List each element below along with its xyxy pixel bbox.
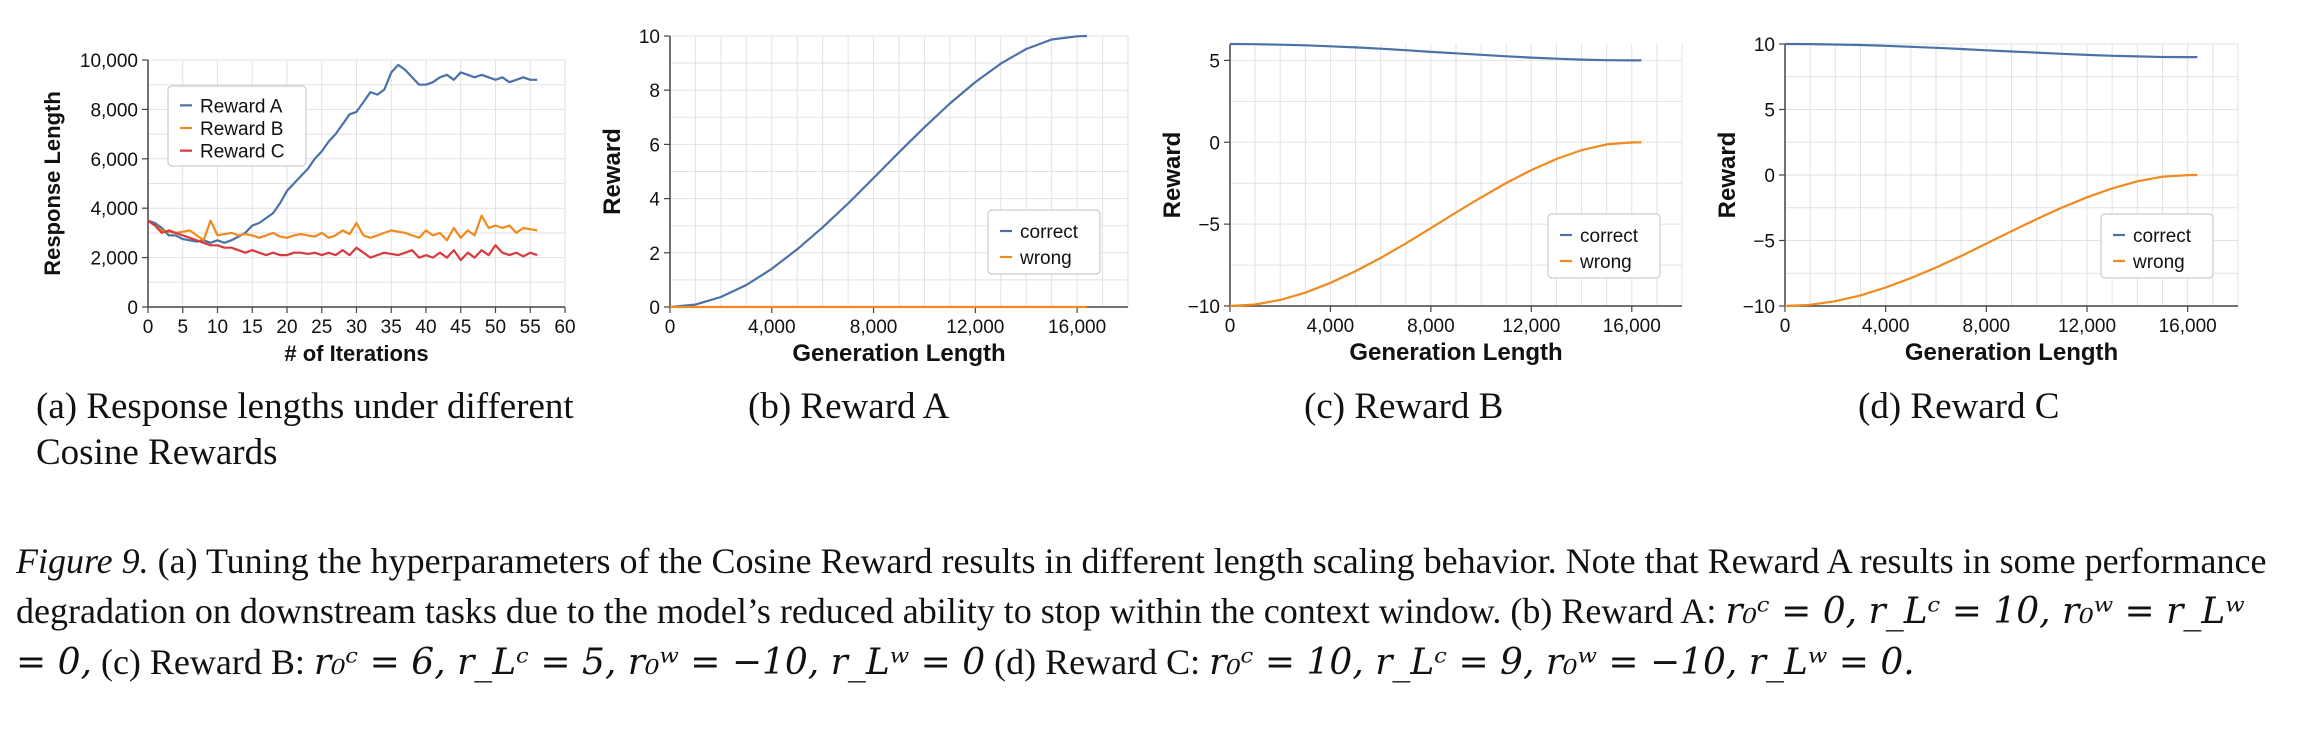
y-tick-label: 4,000 bbox=[90, 199, 138, 220]
subcaption-a: (a) Response lengths under different Cos… bbox=[36, 386, 574, 473]
y-tick-label: 5 bbox=[1764, 101, 1775, 122]
subcaption-d: (d) Reward C bbox=[1858, 386, 2060, 427]
series-line-reward-b bbox=[147, 214, 538, 242]
chart-b: 0 4,000 8,000 12,000 16,000 0 2 4 6 8 10 Generation… bbox=[599, 27, 1129, 367]
x-tick-label: 16,000 bbox=[1048, 317, 1106, 338]
legend-label: correct bbox=[1020, 222, 1079, 243]
caption-text-2: (c) Reward B: bbox=[91, 642, 314, 682]
series-line-wrong bbox=[1784, 173, 2198, 308]
x-tick-label: 4,000 bbox=[748, 317, 796, 338]
y-tick-label: 0 bbox=[649, 298, 660, 319]
x-axis-label: Generation Length bbox=[792, 340, 1005, 367]
legend-label: correct bbox=[2133, 226, 2192, 247]
x-tick-label: 20 bbox=[276, 317, 297, 338]
x-tick-label: 0 bbox=[143, 317, 154, 338]
legend-box bbox=[2100, 213, 2214, 279]
x-tick-label: 0 bbox=[1225, 316, 1236, 337]
legend-label: Reward C bbox=[200, 142, 284, 163]
x-tick-label: 40 bbox=[415, 317, 436, 338]
x-tick-label: 8,000 bbox=[1963, 316, 2011, 337]
legend: correct wrong bbox=[1547, 213, 1661, 279]
subcaption-c: (c) Reward B bbox=[1304, 386, 1504, 427]
y-tick-label: 10 bbox=[639, 27, 660, 48]
y-tick-label: 2 bbox=[649, 244, 660, 265]
x-tick-label: 16,000 bbox=[1603, 316, 1661, 337]
y-tick-label: 6 bbox=[649, 135, 660, 156]
x-tick-label: 5 bbox=[177, 317, 188, 338]
series-line-correct bbox=[669, 34, 1087, 309]
legend-box bbox=[987, 209, 1101, 275]
x-tick-label: 35 bbox=[381, 317, 402, 338]
y-tick-label: 8,000 bbox=[90, 100, 138, 121]
x-tick-label: 45 bbox=[450, 317, 471, 338]
y-tick-label: 4 bbox=[649, 190, 660, 211]
chart-c: 0 4,000 8,000 12,000 16,000 −10 −5 0 5 Generation… bbox=[1159, 42, 1683, 366]
caption-text-3: (d) Reward C: bbox=[985, 642, 1210, 682]
y-tick-label: −10 bbox=[1743, 297, 1775, 318]
x-tick-label: 8,000 bbox=[850, 317, 898, 338]
y-tick-label: 10 bbox=[1754, 35, 1775, 56]
x-tick-label: 8,000 bbox=[1407, 316, 1455, 337]
series-line-wrong bbox=[1229, 141, 1642, 308]
y-axis-label: Reward bbox=[1159, 132, 1186, 219]
legend-box bbox=[167, 85, 307, 167]
y-axis-label: Response Length bbox=[40, 91, 65, 276]
figure-caption: Figure 9. (a) Tuning the hyperparameters… bbox=[16, 536, 2286, 688]
series-line-correct bbox=[1229, 42, 1642, 62]
x-axis-label: Generation Length bbox=[1905, 339, 2118, 366]
y-tick-label: 2,000 bbox=[90, 249, 138, 270]
legend: correct wrong bbox=[987, 209, 1101, 275]
legend-label: Reward B bbox=[200, 119, 283, 140]
x-axis-label: # of Iterations bbox=[284, 341, 428, 366]
y-axis-label: Reward bbox=[599, 128, 626, 215]
y-tick-label: 5 bbox=[1209, 51, 1220, 72]
x-axis-label: Generation Length bbox=[1349, 339, 1562, 366]
x-tick-label: 12,000 bbox=[2058, 316, 2116, 337]
series-line-correct bbox=[1784, 42, 2198, 59]
legend-box bbox=[1547, 213, 1661, 279]
x-tick-label: 25 bbox=[311, 317, 332, 338]
x-tick-label: 15 bbox=[242, 317, 263, 338]
legend-label: wrong bbox=[1019, 248, 1072, 269]
x-tick-label: 12,000 bbox=[1502, 316, 1560, 337]
caption-text-1: (a) Tuning the hyperparameters of the Co… bbox=[16, 541, 2267, 631]
y-tick-label: −10 bbox=[1188, 297, 1220, 318]
y-tick-label: 10,000 bbox=[80, 51, 138, 72]
legend-label: correct bbox=[1580, 226, 1639, 247]
x-tick-label: 4,000 bbox=[1307, 316, 1355, 337]
series-line-reward-c bbox=[147, 219, 538, 262]
equation-reward-a: r₀ᶜ = 0, r_Lᶜ = 10, r₀ʷ = r_Lʷ = 0, bbox=[16, 591, 2245, 683]
x-tick-label: 12,000 bbox=[946, 317, 1004, 338]
y-tick-label: 0 bbox=[1764, 166, 1775, 187]
y-tick-label: 6,000 bbox=[90, 150, 138, 171]
y-tick-label: 8 bbox=[649, 81, 660, 102]
equation-reward-c: r₀ᶜ = 10, r_Lᶜ = 9, r₀ʷ = −10, r_Lʷ = 0. bbox=[1209, 642, 1915, 683]
figure-charts: 0 5 10 15 20 25 30 35 40 45 50 55 6002,0004,0006,000… bbox=[40, 27, 2239, 367]
legend-label: wrong bbox=[1579, 252, 1632, 273]
legend: correct wrong bbox=[2100, 213, 2214, 279]
x-tick-label: 30 bbox=[346, 317, 367, 338]
legend-label: wrong bbox=[2132, 252, 2185, 273]
y-tick-label: 0 bbox=[1209, 133, 1220, 154]
y-tick-label: −5 bbox=[1198, 215, 1220, 236]
x-tick-label: 0 bbox=[665, 317, 676, 338]
series-line-reward-a bbox=[147, 63, 538, 244]
chart-d: 0 4,000 8,000 12,000 16,000 −10 −5 0 5 10 Generati… bbox=[1714, 35, 2239, 366]
chart-a: 0 5 10 15 20 25 30 35 40 45 50 55 60 0 2,000 4,000 6,000… bbox=[40, 51, 576, 366]
x-tick-label: 50 bbox=[485, 317, 506, 338]
x-tick-label: 10 bbox=[207, 317, 228, 338]
figure-label: Figure 9. bbox=[16, 541, 149, 581]
y-tick-label: −5 bbox=[1753, 232, 1775, 253]
subcaption-b: (b) Reward A bbox=[748, 386, 950, 427]
y-tick-label: 0 bbox=[127, 298, 138, 319]
equation-reward-b: r₀ᶜ = 6, r_Lᶜ = 5, r₀ʷ = −10, r_Lʷ = 0 bbox=[313, 642, 986, 683]
x-tick-label: 0 bbox=[1780, 316, 1791, 337]
x-tick-label: 16,000 bbox=[2159, 316, 2217, 337]
x-tick-label: 60 bbox=[554, 317, 575, 338]
x-tick-label: 55 bbox=[520, 317, 541, 338]
x-tick-label: 4,000 bbox=[1862, 316, 1910, 337]
y-axis-label: Reward bbox=[1714, 132, 1741, 219]
legend-label: Reward A bbox=[200, 96, 283, 117]
